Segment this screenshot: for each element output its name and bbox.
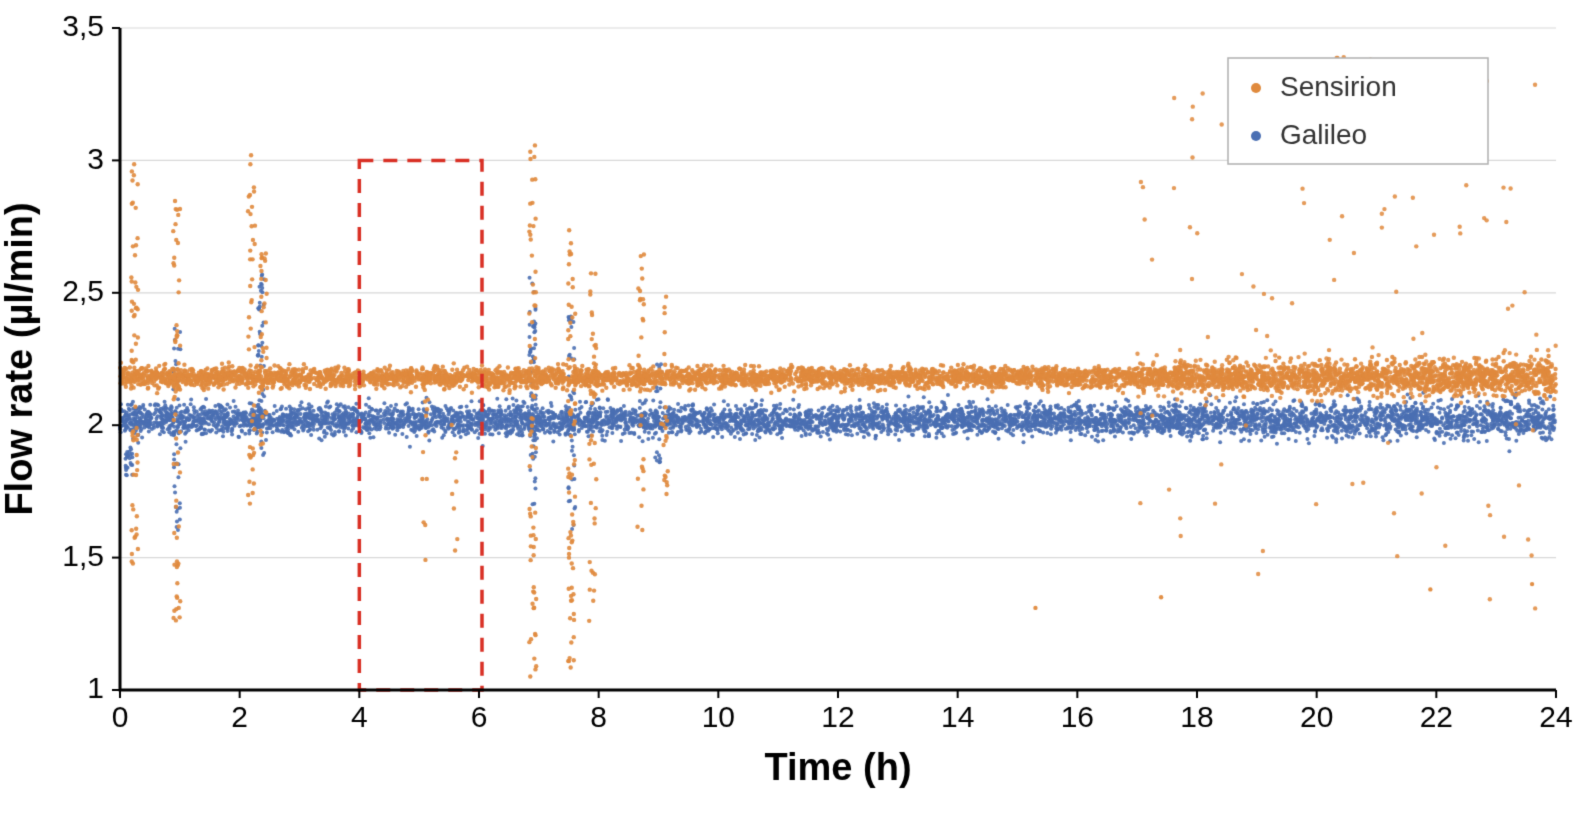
chart-canvas [0, 0, 1582, 822]
flow-rate-chart [0, 0, 1582, 822]
